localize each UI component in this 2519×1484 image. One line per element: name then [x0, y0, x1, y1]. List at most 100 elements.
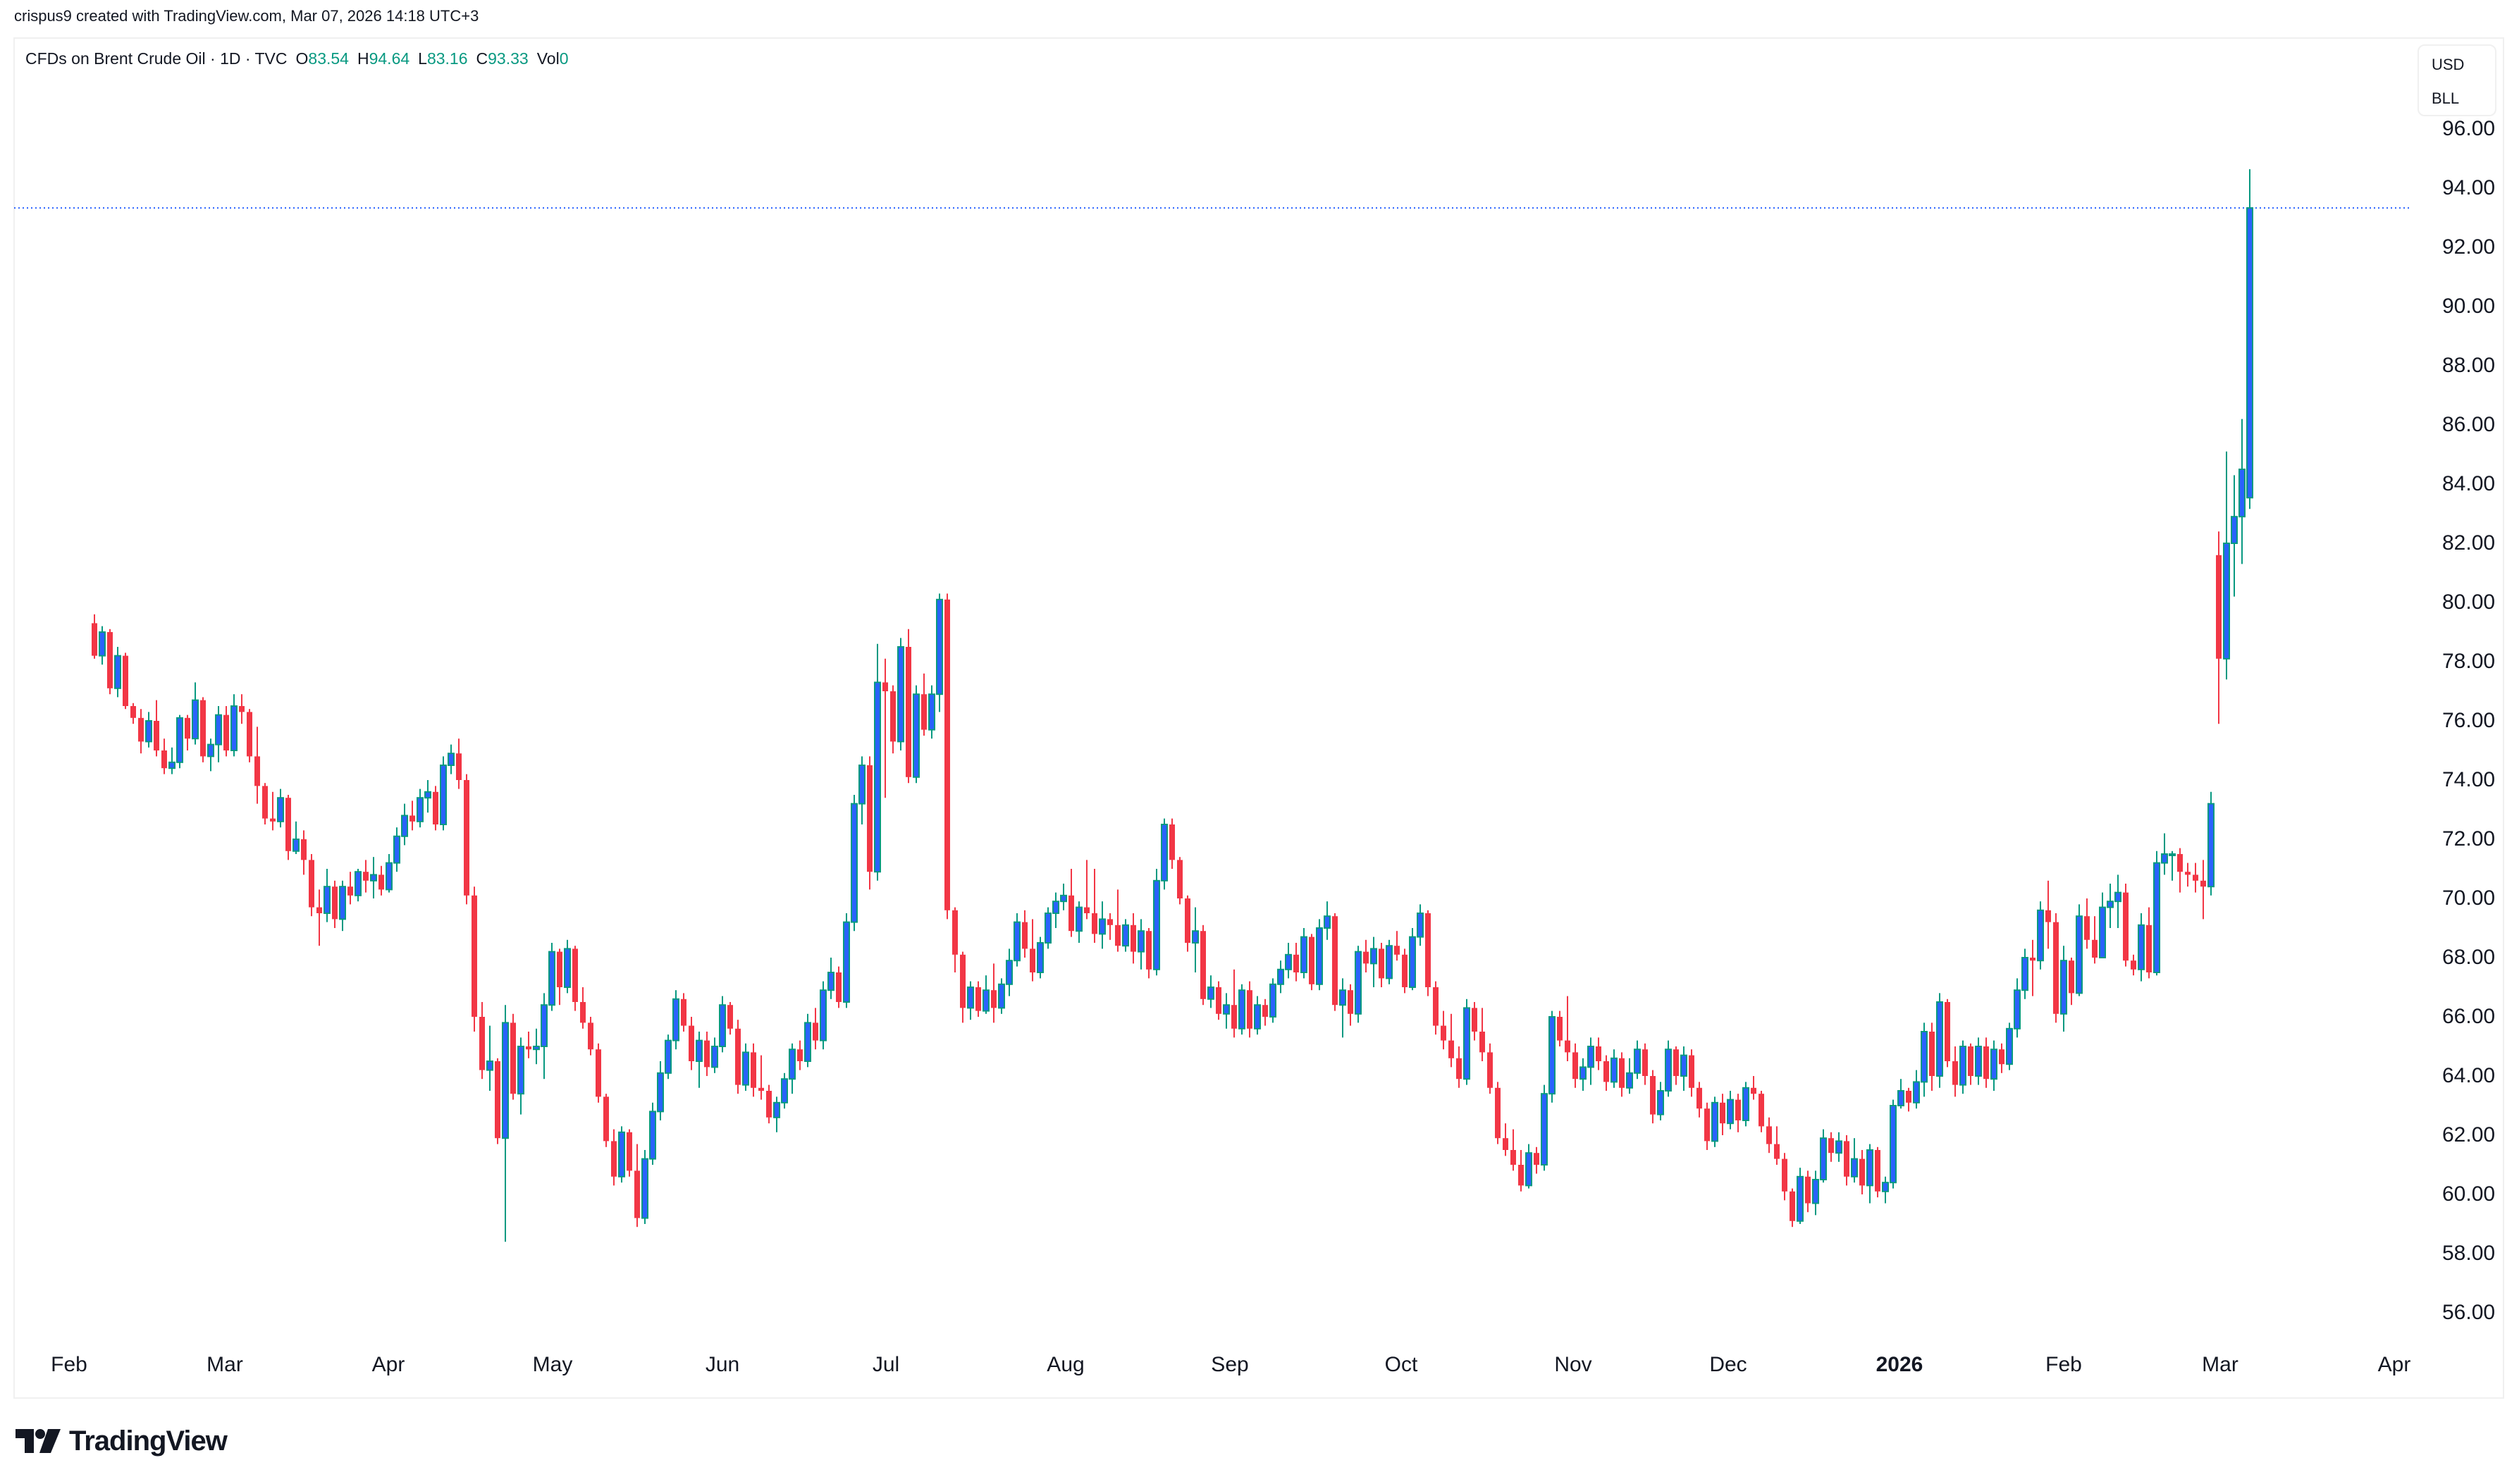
candle-up — [1207, 975, 1214, 1008]
candle-down — [1572, 1043, 1578, 1088]
candle-up — [2161, 833, 2168, 875]
candle-down — [495, 1058, 500, 1144]
candle-up — [742, 1043, 749, 1091]
open-label: O — [295, 49, 309, 68]
price-tick: 64.00 — [2442, 1064, 2496, 1087]
price-tick: 60.00 — [2442, 1182, 2496, 1206]
candle-down — [1518, 1150, 1524, 1192]
candle-up — [1076, 901, 1083, 943]
candle-up — [417, 789, 424, 828]
time-tick: Nov — [1554, 1353, 1592, 1376]
candle-up — [843, 913, 850, 1008]
candle-up — [324, 869, 331, 922]
candle-down — [1231, 969, 1237, 1038]
candle-down — [1487, 1043, 1493, 1094]
candle-down — [2084, 898, 2090, 949]
candle-up — [1820, 1129, 1827, 1183]
candle-down — [1363, 939, 1369, 972]
candle-up — [781, 1072, 788, 1109]
candle-down — [1759, 1091, 1764, 1132]
candle-down — [1169, 818, 1175, 869]
candle-down — [1030, 919, 1035, 982]
candle-down — [1084, 860, 1090, 920]
candle-down — [316, 889, 322, 946]
candle-down — [1177, 857, 1183, 905]
price-scale[interactable]: 96.00 94.00 92.00 90.00 88.00 86.00 84.00 82.00… — [2410, 37, 2504, 1362]
candle-up — [564, 939, 571, 994]
candle-down — [751, 1043, 756, 1097]
candle-up — [1161, 818, 1168, 890]
candle-down — [1565, 996, 1570, 1061]
price-tick: 90.00 — [2442, 295, 2496, 318]
candle-down — [1379, 943, 1384, 987]
candle-up — [1626, 1058, 1633, 1094]
candle-down — [363, 860, 369, 893]
candle-up — [1238, 984, 1245, 1035]
candle-up — [1913, 1070, 1920, 1109]
time-tick: Oct — [1384, 1353, 1418, 1376]
candle-down — [1394, 931, 1400, 961]
candle-up — [1742, 1082, 1749, 1127]
volume-label: Vol — [536, 49, 560, 68]
candle-down — [1216, 981, 1221, 1020]
time-tick: Sep — [1211, 1353, 1249, 1376]
candle-down — [223, 706, 229, 757]
candle-down — [1402, 948, 1408, 994]
tradingview-logo[interactable]: TradingView — [16, 1425, 228, 1457]
candle-down — [1146, 928, 1152, 979]
candle-up — [936, 593, 943, 712]
candle-down — [1107, 913, 1113, 940]
price-tick: 66.00 — [2442, 1005, 2496, 1028]
candle-down — [627, 1129, 632, 1177]
candle-down — [2146, 907, 2152, 979]
candle-up — [1680, 1046, 1687, 1091]
price-tick: 92.00 — [2442, 235, 2496, 259]
candle-up — [1634, 1040, 1641, 1080]
candle-up — [2223, 451, 2230, 680]
tradingview-logo-icon — [16, 1429, 61, 1453]
price-tick: 80.00 — [2442, 590, 2496, 614]
candle-up — [1153, 869, 1160, 976]
candle-down — [464, 774, 469, 905]
candle-up — [2114, 874, 2121, 928]
candle-up — [804, 1013, 811, 1068]
price-tick: 78.00 — [2442, 650, 2496, 673]
symbol-title[interactable]: CFDs on Brent Crude Oil · 1D · TVC — [25, 49, 288, 68]
candle-down — [758, 1055, 764, 1100]
candle-down — [1472, 1002, 1477, 1041]
price-tick: 96.00 — [2442, 117, 2496, 140]
candle-down — [1805, 1170, 1811, 1213]
candle-up — [1610, 1049, 1618, 1088]
candle-down — [975, 981, 981, 1017]
price-tick: 56.00 — [2442, 1301, 2496, 1324]
candle-up — [1324, 901, 1331, 940]
candle-down — [1441, 1010, 1446, 1050]
open-value: 83.54 — [308, 49, 349, 68]
candle-down — [1495, 1082, 1501, 1144]
candle-up — [2207, 791, 2215, 896]
candle-down — [611, 1129, 617, 1186]
candle-up — [2060, 946, 2067, 1032]
currency-unit-selector[interactable]: USD BLL — [2418, 44, 2496, 116]
candle-up — [1866, 1144, 1873, 1204]
candle-down — [1456, 1046, 1462, 1088]
candle-up — [548, 943, 555, 1011]
candle-up — [1355, 946, 1362, 1023]
candle-up — [145, 712, 152, 748]
candle-up — [339, 880, 346, 932]
candle-up — [1657, 1082, 1664, 1120]
candle-up — [2169, 851, 2176, 881]
candle-down — [1859, 1150, 1865, 1194]
candle-down — [727, 1002, 733, 1035]
candle-down — [526, 1032, 531, 1058]
candle-up — [1037, 936, 1044, 979]
time-scale[interactable]: Feb Mar Apr May Jun Jul Aug Sep Oct Nov Dec 2026 Feb… — [13, 1353, 2410, 1395]
candle-down — [906, 629, 911, 784]
time-tick: 2026 — [1876, 1353, 1923, 1376]
symbol-legend: CFDs on Brent Crude Oil · 1D · TVC O 83.5… — [25, 49, 568, 68]
candle-down — [689, 1017, 694, 1070]
candle-down — [456, 738, 462, 789]
candle-down — [2069, 958, 2074, 1006]
candle-up — [168, 747, 175, 774]
